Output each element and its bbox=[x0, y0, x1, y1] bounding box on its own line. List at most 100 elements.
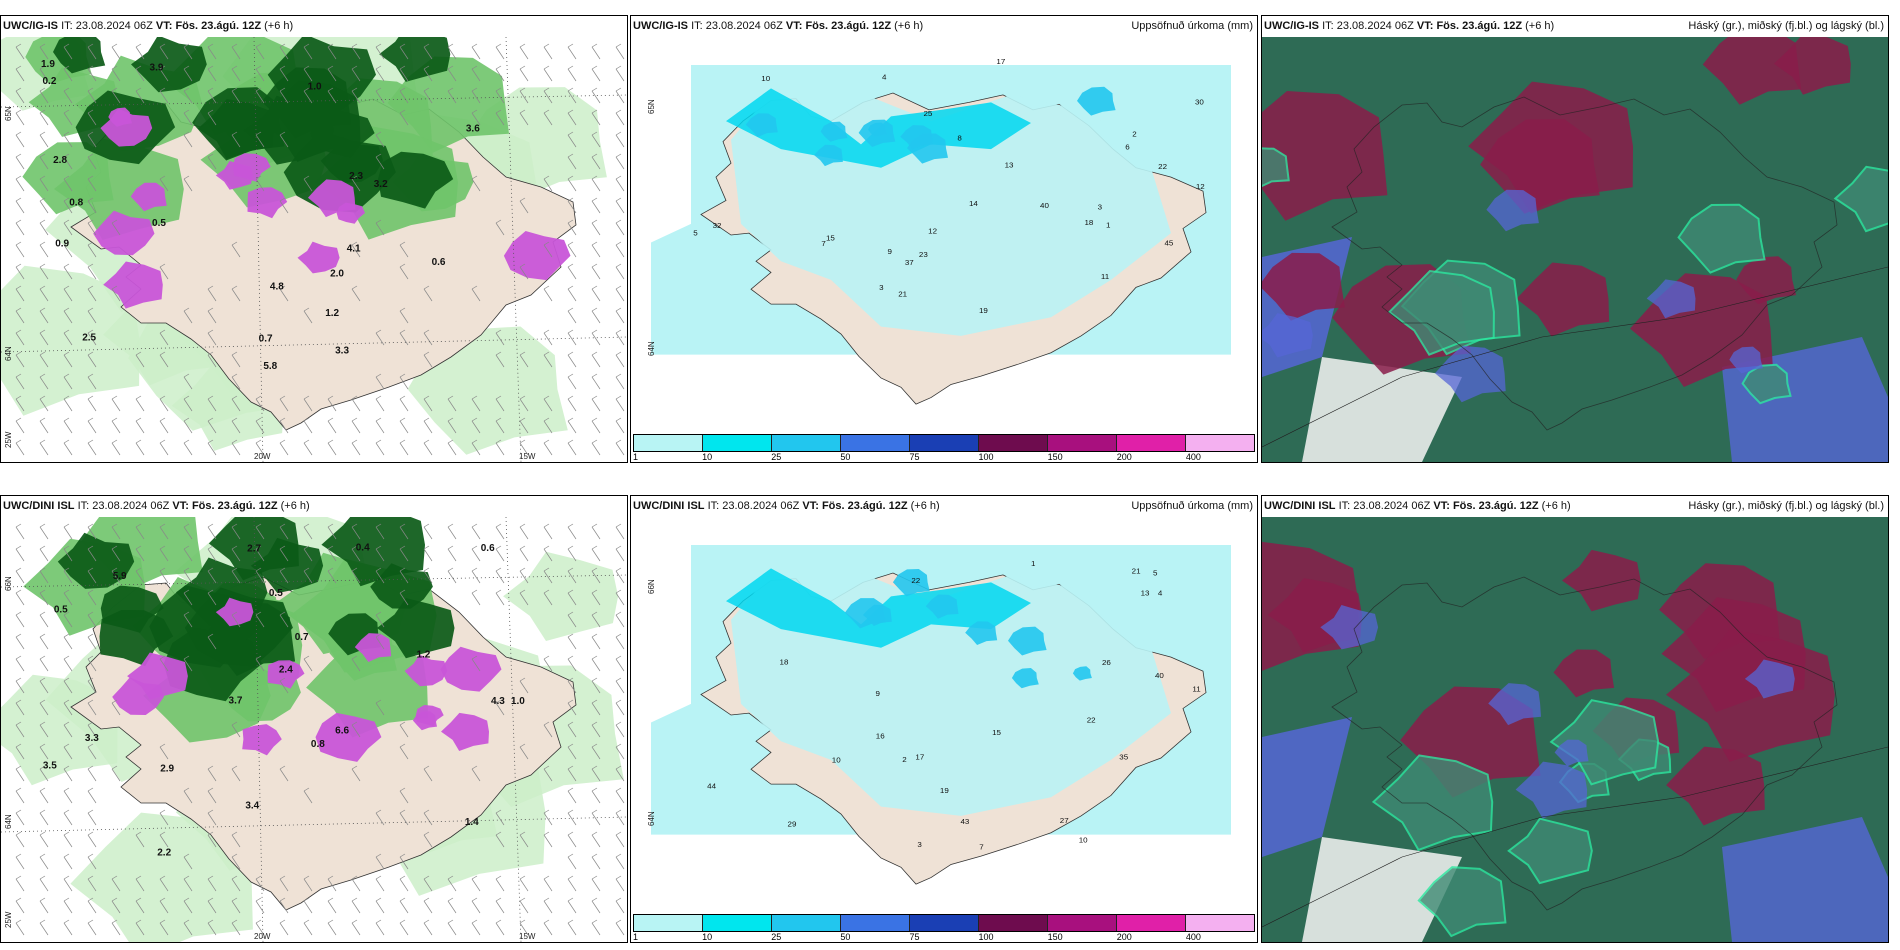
precip-value: 3.2 bbox=[374, 179, 388, 190]
panel-accum-dini: UWC/DINI ISL IT: 23.08.2024 06Z VT: Fös.… bbox=[630, 495, 1258, 943]
accum-value: 2 bbox=[902, 755, 906, 764]
accum-value: 4 bbox=[882, 73, 887, 82]
colorbar-label: 75 bbox=[909, 932, 920, 942]
lat-label: 66N bbox=[647, 579, 656, 594]
precip-value: 3.3 bbox=[335, 345, 349, 356]
accum-value: 15 bbox=[826, 234, 835, 243]
precip-value: 2.3 bbox=[349, 171, 363, 182]
lon-label: 25W bbox=[4, 431, 13, 448]
colorbar-label: 150 bbox=[1047, 452, 1063, 462]
accum-value: 22 bbox=[1158, 162, 1167, 171]
accum-value: 11 bbox=[1192, 685, 1200, 694]
colorbar-label: 50 bbox=[840, 932, 851, 942]
accum-value: 18 bbox=[780, 658, 789, 667]
colorbar-swatch bbox=[772, 435, 841, 451]
colorbar-label: 400 bbox=[1185, 932, 1201, 942]
accum-value: 45 bbox=[1164, 239, 1173, 248]
lon-label: 20W bbox=[254, 932, 271, 941]
lon-label: 20W bbox=[254, 452, 271, 461]
precip-value: 1.2 bbox=[416, 650, 430, 661]
precip-value: 4.1 bbox=[347, 244, 361, 255]
accum-value: 12 bbox=[928, 227, 937, 236]
accum-value: 10 bbox=[1079, 836, 1088, 845]
accum-value: 18 bbox=[1084, 218, 1093, 227]
precip-value: 5.9 bbox=[113, 571, 127, 582]
accum-value: 35 bbox=[1119, 753, 1128, 762]
accum-precip-map[interactable]: 2164043441718222135291310152719112610229… bbox=[631, 517, 1257, 914]
colorbar-label: 100 bbox=[978, 932, 994, 942]
precip-wind-map[interactable]: 2.2 0.7 0.5 2.7 3.3 5.9 6.6 1.2 0.8 0.6 3.4 2.9 1.4 4… bbox=[1, 517, 627, 942]
accum-value: 40 bbox=[1040, 201, 1049, 210]
colorbar-swatch bbox=[1186, 435, 1254, 451]
cloud-cover-map[interactable] bbox=[1262, 37, 1888, 462]
precip-value: 1.0 bbox=[308, 82, 322, 93]
accum-value: 17 bbox=[915, 753, 924, 762]
colorbar-swatch bbox=[1048, 915, 1117, 931]
precip-value: 3.5 bbox=[43, 761, 57, 772]
precip-value: 0.7 bbox=[259, 333, 273, 344]
accum-value: 3 bbox=[1098, 203, 1102, 212]
lat-label: 64N bbox=[4, 814, 13, 829]
accum-value: 15 bbox=[992, 728, 1001, 737]
precip-value: 1.9 bbox=[41, 59, 55, 70]
colorbar-label: 50 bbox=[840, 452, 851, 462]
precip-value: 0.6 bbox=[432, 257, 446, 268]
colorbar-label: 400 bbox=[1185, 452, 1201, 462]
accum-value: 13 bbox=[1005, 161, 1014, 170]
accum-value: 6 bbox=[1125, 143, 1129, 152]
accum-value: 23 bbox=[919, 250, 928, 259]
accum-value: 13 bbox=[1141, 589, 1150, 598]
accum-value: 26 bbox=[1102, 658, 1111, 667]
accum-value: 37 bbox=[905, 258, 914, 267]
accum-value: 5 bbox=[693, 229, 697, 238]
precip-value: 3.3 bbox=[85, 733, 99, 744]
colorbar-swatch bbox=[703, 915, 772, 931]
precip-value: 0.9 bbox=[55, 239, 69, 250]
precip-value: 0.8 bbox=[311, 739, 325, 750]
colorbar-label: 150 bbox=[1047, 932, 1063, 942]
accum-value: 1 bbox=[1031, 559, 1035, 568]
accum-value: 11 bbox=[1101, 272, 1109, 281]
precip-value: 1.4 bbox=[465, 817, 479, 828]
lat-label: 65N bbox=[4, 106, 13, 121]
panel-header: UWC/IG-IS IT: 23.08.2024 06Z VT: Fös. 23… bbox=[1262, 16, 1888, 37]
colorbar-swatch bbox=[634, 435, 703, 451]
accum-value: 12 bbox=[1196, 182, 1205, 191]
lat-label: 64N bbox=[647, 811, 656, 826]
colorbar-label: 10 bbox=[702, 452, 713, 462]
accum-value: 19 bbox=[940, 786, 949, 795]
panel-precip-igis: UWC/IG-IS IT: 23.08.2024 06Z VT: Fös. 23… bbox=[0, 15, 628, 463]
colorbar-swatch bbox=[1117, 435, 1186, 451]
accum-value: 10 bbox=[832, 756, 841, 765]
accum-value: 30 bbox=[1195, 98, 1204, 107]
colorbar-label: 200 bbox=[1116, 452, 1132, 462]
colorbar: 1 10 25 50 75 100 150 200 400 bbox=[631, 914, 1257, 942]
colorbar-label: 200 bbox=[1116, 932, 1132, 942]
accum-value: 22 bbox=[911, 576, 920, 585]
colorbar-swatch bbox=[1117, 915, 1186, 931]
panel-title: Hásky (gr.), miðský (fj.bl.) og lágský (… bbox=[1688, 500, 1884, 512]
accum-value: 9 bbox=[888, 247, 892, 256]
precip-value: 0.6 bbox=[481, 543, 495, 554]
accum-value: 22 bbox=[1087, 716, 1096, 725]
accum-value: 43 bbox=[960, 817, 969, 826]
colorbar-swatch bbox=[979, 915, 1048, 931]
cloud-cover-map[interactable] bbox=[1262, 517, 1888, 942]
precip-value: 0.5 bbox=[269, 588, 283, 599]
accum-value: 8 bbox=[957, 134, 961, 143]
accum-value: 10 bbox=[761, 74, 770, 83]
accum-value: 21 bbox=[898, 290, 907, 299]
precip-value: 3.7 bbox=[229, 695, 243, 706]
colorbar-label: 75 bbox=[909, 452, 920, 462]
accum-precip-map[interactable]: 3614211312454037231719112585223018101294… bbox=[631, 37, 1257, 434]
colorbar-swatch bbox=[634, 915, 703, 931]
precip-value: 4.3 bbox=[491, 696, 505, 707]
colorbar-swatch bbox=[979, 435, 1048, 451]
panel-header: UWC/DINI ISL IT: 23.08.2024 06Z VT: Fös.… bbox=[1262, 496, 1888, 517]
precip-wind-map[interactable]: 1.9 2.5 3.6 0.5 0.7 1.0 0.2 0.9 2.0 3.3 4.1 5.8 3.2 0… bbox=[1, 37, 627, 462]
colorbar-swatch bbox=[910, 435, 979, 451]
accum-value: 1 bbox=[1106, 221, 1110, 230]
colorbar-label: 10 bbox=[702, 932, 713, 942]
precip-value: 3.9 bbox=[150, 62, 164, 73]
colorbar-swatch bbox=[910, 915, 979, 931]
